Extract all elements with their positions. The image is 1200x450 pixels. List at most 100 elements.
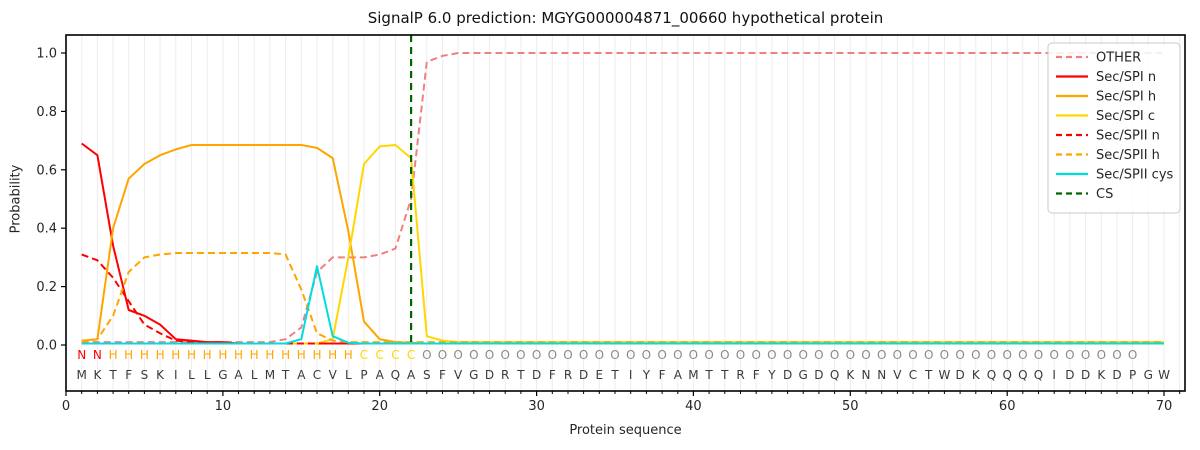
svg-text:H: H	[312, 348, 321, 362]
svg-text:40: 40	[685, 399, 702, 414]
svg-text:0: 0	[62, 399, 70, 414]
svg-text:O: O	[485, 348, 494, 362]
svg-text:0.6: 0.6	[36, 163, 57, 178]
svg-text:70: 70	[1156, 399, 1173, 414]
svg-text:H: H	[203, 348, 212, 362]
svg-text:P: P	[1129, 368, 1136, 382]
probability-series	[81, 52, 1164, 345]
svg-text:M: M	[688, 368, 698, 382]
svg-text:D: D	[955, 368, 964, 382]
svg-text:A: A	[674, 368, 683, 382]
svg-text:V: V	[893, 368, 902, 382]
plot-border	[65, 34, 1186, 392]
svg-text:N: N	[77, 348, 86, 362]
svg-text:O: O	[1034, 348, 1043, 362]
svg-text:H: H	[109, 348, 118, 362]
svg-text:F: F	[753, 368, 760, 382]
svg-text:O: O	[814, 348, 823, 362]
svg-text:D: D	[579, 368, 588, 382]
svg-text:0.0: 0.0	[36, 339, 57, 354]
svg-text:H: H	[171, 348, 180, 362]
svg-text:H: H	[187, 348, 196, 362]
svg-text:O: O	[1112, 348, 1121, 362]
svg-text:S: S	[423, 368, 431, 382]
svg-text:L: L	[251, 368, 258, 382]
svg-text:O: O	[548, 348, 557, 362]
svg-text:Q: Q	[830, 368, 839, 382]
chart-title: SignalP 6.0 prediction: MGYG000004871_00…	[367, 9, 884, 27]
svg-text:O: O	[767, 348, 776, 362]
svg-text:0.4: 0.4	[36, 222, 57, 237]
svg-text:Q: Q	[1034, 368, 1043, 382]
gridlines	[81, 35, 1181, 391]
svg-text:I: I	[629, 368, 633, 382]
svg-text:G: G	[469, 368, 478, 382]
svg-text:O: O	[1002, 348, 1011, 362]
svg-text:Q: Q	[987, 368, 996, 382]
svg-text:Q: Q	[1018, 368, 1027, 382]
svg-text:O: O	[422, 348, 431, 362]
svg-text:W: W	[1158, 368, 1170, 382]
svg-text:T: T	[108, 368, 117, 382]
legend-label: Sec/SPII cys	[1096, 168, 1174, 183]
svg-text:T: T	[720, 368, 729, 382]
svg-text:O: O	[830, 348, 839, 362]
svg-text:D: D	[532, 368, 541, 382]
svg-text:O: O	[579, 348, 588, 362]
svg-text:O: O	[563, 348, 572, 362]
svg-text:N: N	[862, 368, 871, 382]
svg-text:O: O	[1097, 348, 1106, 362]
svg-text:E: E	[596, 368, 604, 382]
svg-text:O: O	[798, 348, 807, 362]
svg-text:O: O	[783, 348, 792, 362]
series-sec-spi-n	[81, 142, 1164, 345]
legend-label: Sec/SPII n	[1096, 129, 1160, 144]
svg-text:G: G	[799, 368, 808, 382]
svg-text:O: O	[908, 348, 917, 362]
svg-text:D: D	[1081, 368, 1090, 382]
svg-text:I: I	[174, 368, 178, 382]
svg-text:O: O	[595, 348, 604, 362]
svg-text:D: D	[1112, 368, 1121, 382]
svg-text:H: H	[281, 348, 290, 362]
svg-text:M: M	[265, 368, 275, 382]
svg-text:Q: Q	[391, 368, 400, 382]
svg-text:V: V	[329, 368, 338, 382]
svg-text:K: K	[156, 368, 165, 382]
svg-text:H: H	[140, 348, 149, 362]
svg-text:K: K	[972, 368, 981, 382]
svg-text:H: H	[297, 348, 306, 362]
svg-text:H: H	[250, 348, 259, 362]
svg-text:O: O	[532, 348, 541, 362]
series-sec-spi-c	[81, 144, 1164, 345]
svg-text:Y: Y	[767, 368, 776, 382]
svg-text:A: A	[407, 368, 416, 382]
svg-text:D: D	[783, 368, 792, 382]
svg-text:C: C	[407, 348, 415, 362]
svg-text:D: D	[485, 368, 494, 382]
svg-text:T: T	[516, 368, 525, 382]
svg-text:O: O	[1128, 348, 1137, 362]
svg-text:H: H	[234, 348, 243, 362]
svg-text:Y: Y	[642, 368, 651, 382]
svg-text:S: S	[141, 368, 149, 382]
legend-label: Sec/SPII h	[1096, 148, 1160, 163]
svg-text:H: H	[344, 348, 353, 362]
svg-text:O: O	[1018, 348, 1027, 362]
svg-text:H: H	[265, 348, 274, 362]
series-sec-spii-cys	[81, 265, 1164, 345]
svg-text:M: M	[77, 368, 87, 382]
svg-text:O: O	[877, 348, 886, 362]
svg-text:O: O	[453, 348, 462, 362]
svg-text:T: T	[281, 368, 290, 382]
svg-text:D: D	[1065, 368, 1074, 382]
svg-text:C: C	[360, 348, 368, 362]
svg-text:60: 60	[999, 399, 1016, 414]
svg-text:A: A	[376, 368, 385, 382]
svg-text:T: T	[610, 368, 619, 382]
svg-text:1.0: 1.0	[36, 47, 57, 62]
svg-text:20: 20	[371, 399, 388, 414]
svg-text:O: O	[704, 348, 713, 362]
